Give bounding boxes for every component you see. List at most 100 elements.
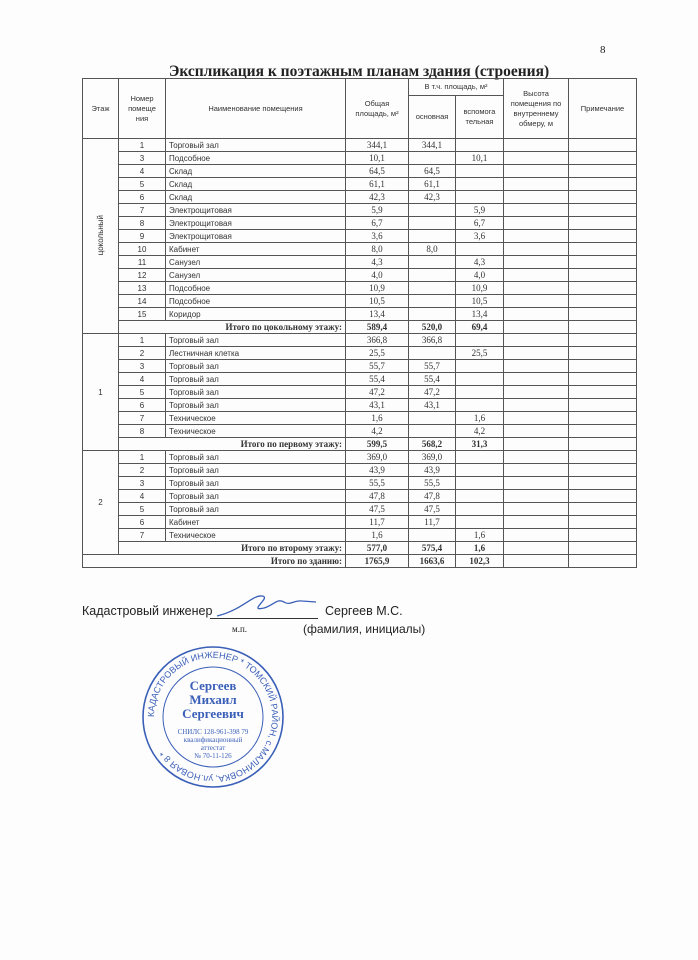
room-name: Торговый зал [165,463,346,477]
table-row: 8 Техническое 4,2 4,2 [83,424,637,438]
room-total-area: 47,5 [345,502,409,516]
stamp-name-line: Сергеевич [182,706,244,721]
room-main-area: 64,5 [408,164,456,178]
table-row: 4 Торговый зал 55,4 55,4 [83,372,637,386]
table-row: 3 Торговый зал 55,5 55,5 [83,476,637,490]
room-name: Торговый зал [165,476,346,490]
room-number: 1 [118,450,166,464]
room-height [503,294,569,308]
room-number: 2 [118,346,166,360]
cadastral-engineer-stamp: КАДАСТРОВЫЙ ИНЖЕНЕР * ТОМСКИЙ РАЙОН, с.М… [142,646,284,788]
room-height [503,216,569,230]
room-main-area: 43,9 [408,463,456,477]
table-row: 4 Торговый зал 47,8 47,8 [83,489,637,503]
table-row: 7 Техническое 1,6 1,6 [83,411,637,425]
room-number: 13 [118,281,166,295]
room-height [503,411,569,425]
table-body: цокольный 1 Торговый зал 344,1 344,1 3 Подсобн… [82,138,637,568]
table-row: 11 Санузел 4,3 4,3 [83,255,637,269]
room-height [503,177,569,191]
room-name: Санузел [165,268,346,282]
header-main: основная [408,95,456,139]
room-height [503,164,569,178]
floor-label: 1 [98,387,103,397]
room-number: 3 [118,359,166,373]
room-aux-area [455,385,504,399]
table-row: 3 Торговый зал 55,7 55,7 [83,359,637,373]
building-total-main: 1663,6 [408,554,456,568]
room-total-area: 64,5 [345,164,409,178]
room-number: 6 [118,190,166,204]
room-note [568,385,637,399]
room-note [568,307,637,321]
table-row: 14 Подсобное 10,5 10,5 [83,294,637,308]
room-height [503,242,569,256]
room-name: Санузел [165,255,346,269]
room-number: 6 [118,398,166,412]
room-note [568,268,637,282]
room-total-area: 1,6 [345,411,409,425]
room-main-area [408,411,456,425]
room-height [503,229,569,243]
room-name: Подсобное [165,151,346,165]
floor-total-row: Итого по цокольному этажу: 589,4 520,0 69,4 [83,320,637,334]
table-row: 5 Торговый зал 47,5 47,5 [83,502,637,516]
room-main-area: 55,5 [408,476,456,490]
room-aux-area: 4,3 [455,255,504,269]
room-aux-area: 4,2 [455,424,504,438]
room-height [503,372,569,386]
room-name: Торговый зал [165,359,346,373]
room-height [503,307,569,321]
room-height [503,502,569,516]
room-number: 1 [118,333,166,347]
room-aux-area: 25,5 [455,346,504,360]
room-aux-area [455,515,504,529]
floor-label: цокольный [96,214,105,256]
room-main-area [408,424,456,438]
room-height [503,281,569,295]
room-number: 7 [118,411,166,425]
table-row: 1 1 Торговый зал 366,8 366,8 [82,333,637,451]
room-name: Подсобное [165,294,346,308]
room-aux-area: 6,7 [455,216,504,230]
room-note [568,216,637,230]
room-total-area: 13,4 [345,307,409,321]
room-number: 4 [118,489,166,503]
room-number: 3 [118,476,166,490]
building-total-area: 1765,9 [345,554,409,568]
room-note [568,411,637,425]
room-main-area [408,255,456,269]
table-row: 6 Склад 42,3 42,3 [83,190,637,204]
room-height [503,515,569,529]
room-height [503,476,569,490]
table-row: 15 Коридор 13,4 13,4 [83,307,637,321]
room-aux-area [455,177,504,191]
stamp-detail-line: аттестат [201,744,226,752]
room-main-area [408,229,456,243]
room-total-area: 61,1 [345,177,409,191]
room-height [503,359,569,373]
room-total-area: 55,5 [345,476,409,490]
room-aux-area [455,138,504,152]
building-total-height [503,554,569,568]
room-note [568,229,637,243]
room-number: 12 [118,268,166,282]
room-number: 8 [118,216,166,230]
room-total-area: 344,1 [345,138,409,152]
room-total-area: 6,7 [345,216,409,230]
room-aux-area [455,372,504,386]
room-total-area: 43,1 [345,398,409,412]
table-row: 2 Торговый зал 43,9 43,9 [83,463,637,477]
room-height [503,528,569,542]
signature-role: Кадастровый инженер [82,604,213,618]
room-height [503,450,569,464]
room-note [568,424,637,438]
room-number: 14 [118,294,166,308]
room-main-area: 42,3 [408,190,456,204]
room-main-area: 55,7 [408,359,456,373]
room-note [568,502,637,516]
handwritten-signature [216,595,317,617]
room-main-area: 47,8 [408,489,456,503]
room-height [503,138,569,152]
